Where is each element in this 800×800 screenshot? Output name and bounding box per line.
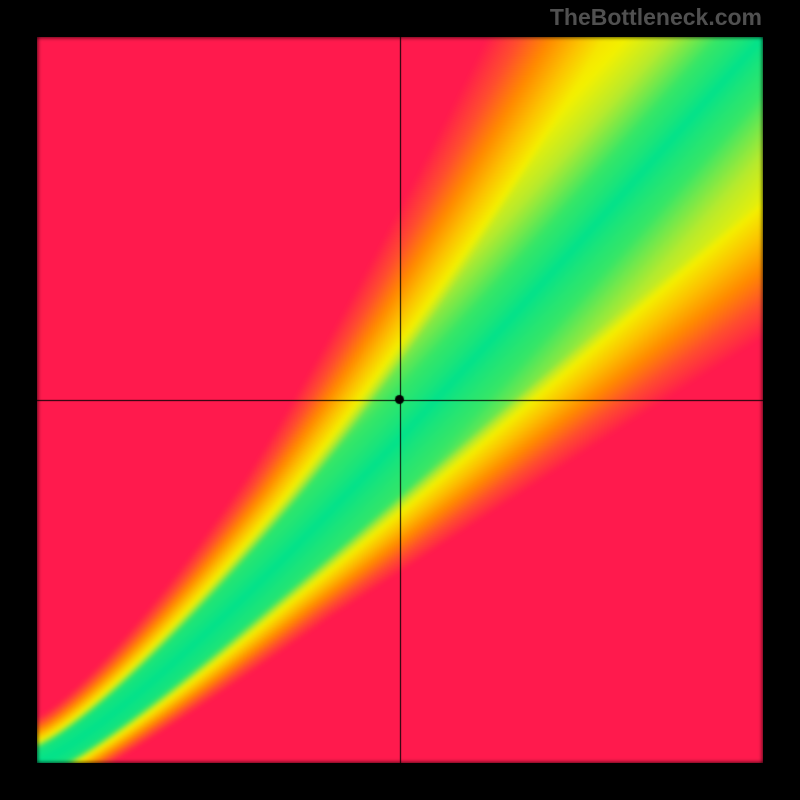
chart-container: { "attribution": { "text": "TheBottlenec…	[0, 0, 800, 800]
bottleneck-heatmap	[37, 37, 763, 763]
attribution-label: TheBottleneck.com	[550, 4, 762, 31]
